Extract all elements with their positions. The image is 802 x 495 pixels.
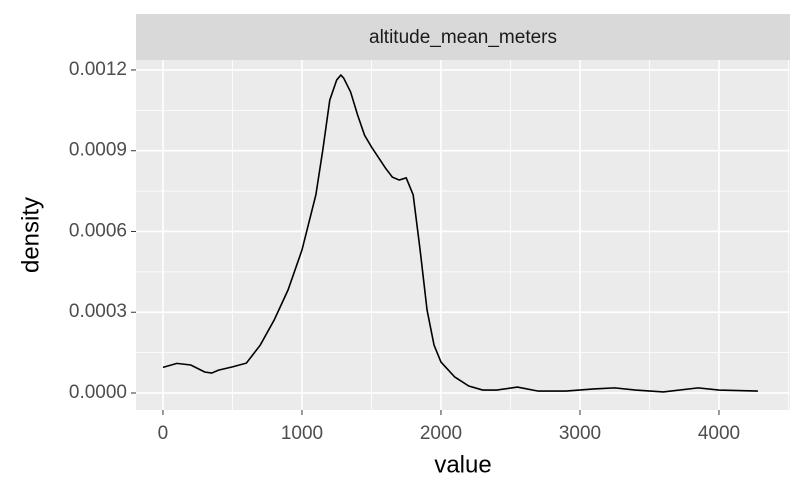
y-axis-title: density [17, 197, 44, 273]
facet-strip [136, 14, 790, 60]
y-tick-label: 0.0006 [69, 220, 127, 241]
density-line [162, 73, 758, 393]
x-tick-label: 3000 [559, 423, 601, 444]
x-axis-title: value [434, 451, 491, 478]
x-tick-label: 1000 [281, 423, 323, 444]
y-tick-label: 0.0012 [69, 59, 127, 80]
y-tick-label: 0.0009 [69, 140, 127, 161]
y-tick-label: 0.0003 [69, 301, 127, 322]
y-tick-label: 0.0000 [69, 382, 127, 403]
x-tick-label: 2000 [420, 423, 462, 444]
x-tick-label: 4000 [698, 423, 740, 444]
x-tick-label: 0 [158, 423, 169, 444]
facet-label: altitude_mean_meters [369, 27, 557, 48]
panel [136, 60, 790, 410]
